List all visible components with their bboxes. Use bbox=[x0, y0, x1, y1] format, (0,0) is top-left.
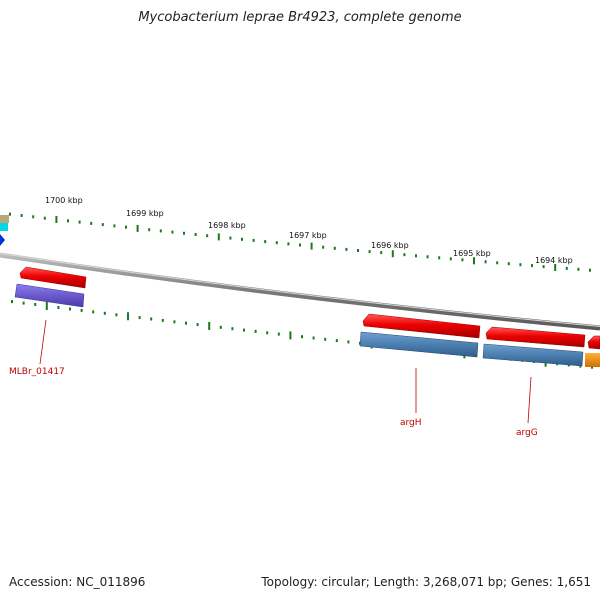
cds-arrow-argG[interactable] bbox=[485, 326, 586, 348]
leader-argG bbox=[527, 376, 532, 424]
edge-features bbox=[0, 215, 9, 246]
gene-label-argH: argH bbox=[400, 418, 422, 428]
scale-label: 1694 kbp bbox=[535, 256, 573, 265]
gene-label-MLBr_01417: MLBr_01417 bbox=[9, 367, 65, 377]
gene-features bbox=[14, 266, 600, 367]
cds-arrow-argH[interactable] bbox=[362, 313, 481, 339]
scale-label: 1698 kbp bbox=[208, 221, 246, 230]
accession-text: Accession: NC_011896 bbox=[9, 575, 146, 589]
map-title: Mycobacterium leprae Br4923, complete ge… bbox=[138, 10, 462, 25]
gene-argG[interactable] bbox=[482, 343, 584, 367]
gene-label-argG: argG bbox=[516, 428, 538, 438]
gene-label-leaders bbox=[39, 319, 532, 424]
scale-label: 1696 kbp bbox=[371, 241, 409, 250]
gene-MLBr_01417[interactable] bbox=[14, 283, 85, 308]
gene-argH[interactable] bbox=[359, 331, 479, 358]
edge-feature-blue-arrow bbox=[0, 234, 5, 246]
genome-backbone-highlight bbox=[0, 253, 600, 327]
genome-backbone bbox=[0, 252, 600, 331]
genome-summary-text: Topology: circular; Length: 3,268,071 bp… bbox=[261, 575, 591, 589]
scale-label: 1697 kbp bbox=[289, 231, 327, 240]
leader-MLBr_01417 bbox=[39, 319, 47, 365]
gene-labels: MLBr_01417 argH argG bbox=[9, 367, 538, 438]
scale-label: 1695 kbp bbox=[453, 249, 491, 258]
scale-label: 1700 kbp bbox=[45, 196, 83, 205]
scale-labels: 1700 kbp 1699 kbp 1698 kbp 1697 kbp 1696… bbox=[45, 196, 573, 265]
upper-scale-ticks bbox=[9, 212, 591, 272]
edge-feature-tan bbox=[0, 215, 9, 223]
scale-label: 1699 kbp bbox=[126, 209, 164, 218]
cds-arrow-edge-right[interactable] bbox=[587, 335, 600, 350]
edge-feature-cyan bbox=[0, 223, 8, 231]
cds-arrow-left[interactable] bbox=[19, 266, 87, 289]
gene-edge-orange[interactable] bbox=[585, 353, 600, 367]
